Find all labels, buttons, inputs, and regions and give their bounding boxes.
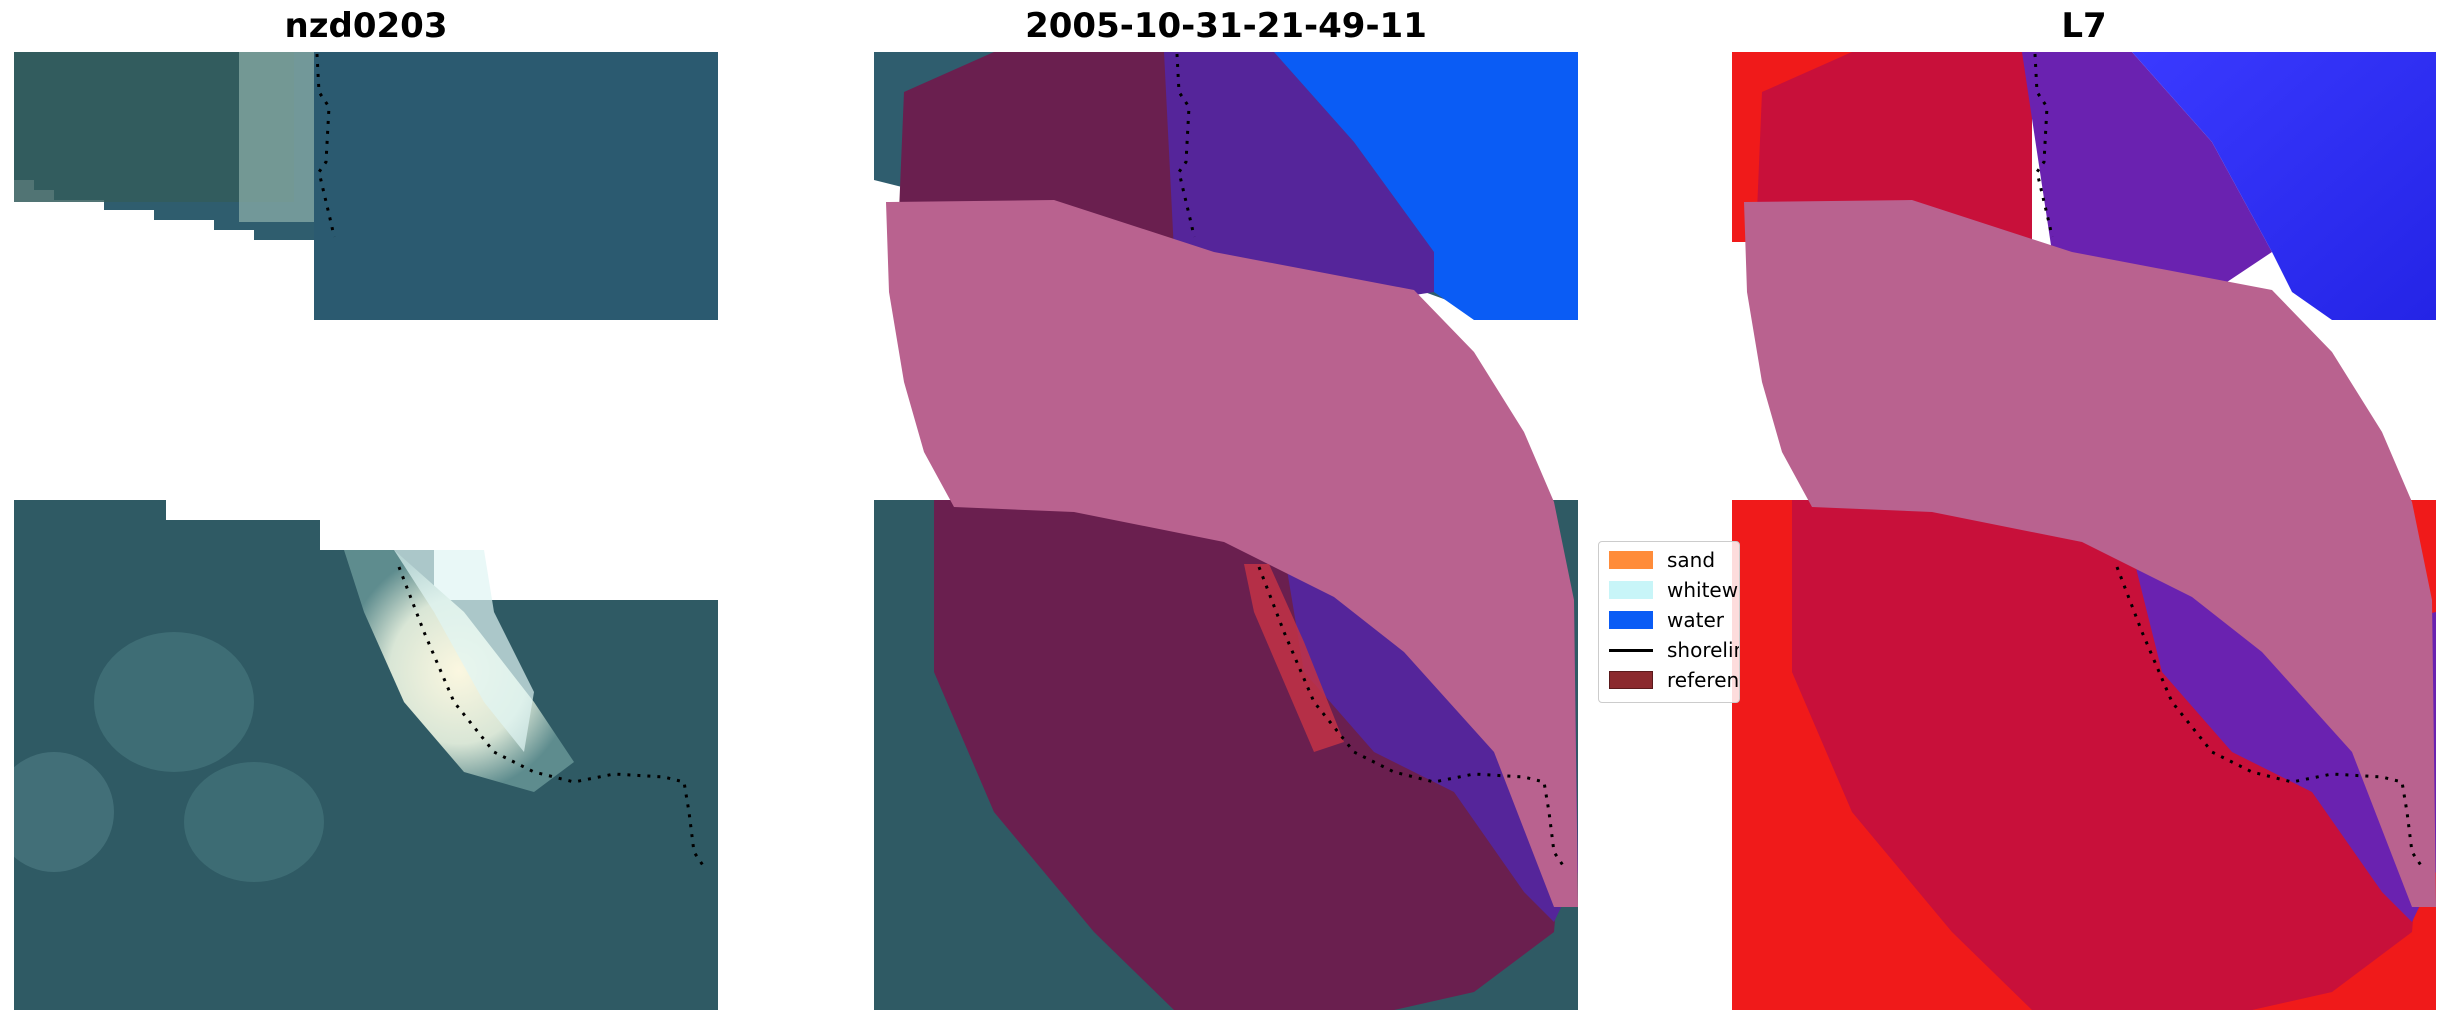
image-bottom-patch	[184, 762, 324, 882]
legend-label: whitewater	[1667, 578, 1739, 602]
legend-item-reference: reference	[1609, 668, 1740, 692]
shoreline-line	[2033, 53, 2054, 238]
legend-line-shoreline	[1609, 648, 1653, 652]
l7-blue-region	[2132, 52, 2436, 320]
legend-item-whitewater: whitewater	[1609, 578, 1739, 602]
l7-image	[1732, 52, 2436, 1010]
l7-purple-region	[2022, 52, 2272, 292]
image-top-beach	[239, 52, 314, 222]
buffer-band	[1744, 200, 2436, 907]
legend-swatch-sand	[1609, 551, 1653, 569]
legend-swatch-whitewater	[1609, 581, 1653, 599]
panel-title-right: L7	[2061, 6, 2107, 46]
sand-class-region	[899, 52, 1174, 247]
sand-red-region	[1244, 564, 1344, 752]
legend-label: sand	[1667, 548, 1716, 572]
classification-panel	[874, 52, 1578, 1010]
shoreline-line	[315, 53, 336, 238]
rgb-image	[14, 52, 718, 1010]
panel-title-center: 2005-10-31-21-49-11	[1025, 6, 1427, 46]
shoreline-line	[1175, 53, 1196, 238]
water-class-region	[1164, 52, 1434, 312]
legend-label: reference	[1667, 668, 1740, 692]
water-blue-region	[1274, 52, 1578, 320]
image-top-water	[314, 52, 718, 320]
image-bottom-patch	[14, 752, 114, 872]
legend: sand whitewater water shoreline referenc…	[1598, 541, 1740, 703]
rgb-image-panel	[14, 52, 718, 1010]
legend-label: shoreline	[1667, 638, 1739, 662]
l7-panel	[1732, 52, 2436, 1010]
legend-item-sand: sand	[1609, 548, 1715, 572]
legend-item-water: water	[1609, 608, 1724, 632]
image-bottom-whitewater	[394, 550, 534, 752]
legend-item-shoreline: shoreline	[1609, 638, 1739, 662]
image-bottom-patch	[94, 632, 254, 772]
l7-crimson-region	[1757, 52, 2032, 247]
panel-title-left: nzd0203	[284, 6, 448, 46]
image-bottom-block	[14, 500, 718, 1010]
buffer-band	[886, 200, 1578, 907]
legend-swatch-water	[1609, 611, 1653, 629]
legend-label: water	[1667, 608, 1724, 632]
legend-swatch-reference	[1609, 671, 1653, 689]
classification-image	[874, 52, 1578, 1010]
